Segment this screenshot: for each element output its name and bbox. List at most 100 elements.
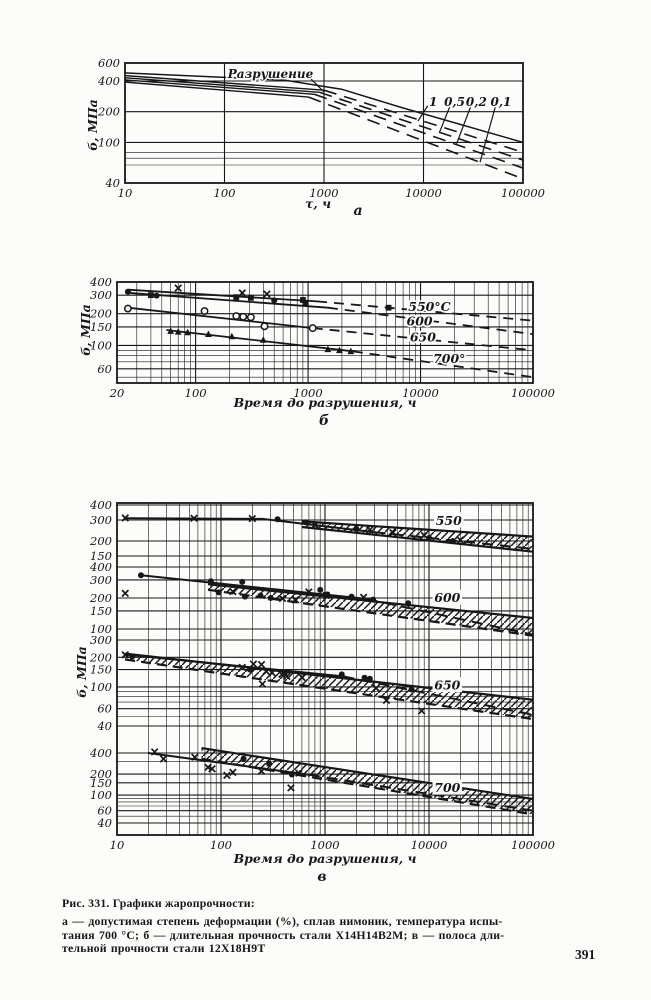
series-line-solid — [125, 74, 325, 91]
series-line-dashed — [323, 89, 523, 154]
marker-dot — [153, 292, 160, 299]
hatch-band — [208, 584, 533, 636]
caption-title: Рис. 331. Графики жаропрочности: — [62, 896, 255, 910]
series-line-solid — [148, 752, 310, 776]
y-tick-label: 200 — [89, 767, 112, 781]
marker-dot — [266, 760, 273, 767]
marker-x — [311, 521, 319, 529]
series-line-dashed — [308, 773, 533, 812]
hatch-band — [201, 748, 533, 815]
marker-x — [305, 588, 313, 596]
series-layer: 550 600 650 700 — [121, 512, 533, 816]
annotation-leader — [417, 105, 429, 122]
marker-square — [233, 294, 240, 301]
x-tick-label: 1000 — [293, 386, 322, 400]
series-label: 650 — [410, 329, 436, 344]
x-tick-label: 20 — [109, 386, 125, 400]
marker-circle — [200, 307, 209, 316]
series-line-dashed — [327, 306, 533, 335]
panel-label: в — [317, 869, 326, 885]
marker-triangle — [324, 345, 332, 353]
y-tick-label: 300 — [90, 513, 112, 527]
marker-dot — [274, 516, 281, 523]
chart-a-allowable-deformation-nimonic: 600 400 200 100 40 Разрушение 1 0,5 0,2 0,1 10 100 1… — [85, 56, 545, 219]
series-line-solid — [125, 72, 523, 144]
x-tick-label: 100000 — [511, 838, 555, 852]
series-label: 650 — [434, 678, 460, 693]
y-tick-label: 600 — [98, 56, 120, 70]
series-layer — [125, 72, 523, 180]
annotation-leader — [308, 76, 325, 93]
y-tick-label: 100 — [90, 338, 112, 352]
marker-dot — [267, 595, 274, 601]
marker-dot — [338, 671, 345, 678]
series-label-box — [432, 677, 463, 693]
annotation-leader — [438, 105, 451, 133]
marker-x — [229, 587, 237, 596]
series-line-solid — [125, 79, 315, 95]
marker-x — [382, 696, 391, 705]
marker-dot — [271, 297, 278, 304]
marker-x — [121, 514, 130, 522]
marker-x — [268, 669, 276, 677]
marker-circle — [308, 324, 317, 333]
y-tick-label: 40 — [96, 719, 112, 733]
series-line-solid — [125, 81, 309, 98]
caption-line: а — допустимая степень деформации (%), с… — [62, 913, 503, 928]
marker-x — [278, 594, 287, 603]
y-axis-title: б, МПа — [74, 646, 89, 697]
y-axis-title: б, МПа — [85, 99, 100, 150]
marker-dot — [246, 666, 253, 673]
marker-x — [248, 514, 257, 523]
marker-dot — [426, 535, 432, 542]
marker-dot — [317, 586, 324, 593]
x-tick-label: 1000 — [309, 186, 338, 200]
series-line-dashed — [319, 91, 523, 161]
figure-caption: Рис. 331. Графики жаропрочности: а — доп… — [62, 896, 577, 956]
marker-x — [456, 536, 465, 544]
series-line-solid — [125, 653, 344, 678]
marker-x — [359, 593, 368, 602]
y-tick-label: 200 — [89, 307, 112, 321]
y-tick-label: 400 — [89, 498, 112, 512]
marker-x — [257, 660, 266, 669]
y-tick-label: 100 — [90, 622, 112, 636]
y-tick-label: 150 — [90, 320, 112, 334]
x-axis-title: τ, ч — [305, 196, 331, 211]
marker-square — [302, 300, 309, 307]
series-line-solid — [125, 77, 320, 93]
series-label: 600 — [407, 314, 433, 329]
marker-dot — [207, 578, 214, 585]
y-tick-label: 60 — [97, 362, 112, 376]
marker-triangle — [174, 328, 182, 335]
caption-line: тания 700 °С; б — длительная прочность с… — [62, 927, 505, 942]
marker-dot — [288, 771, 295, 778]
marker-x — [262, 667, 270, 676]
y-tick-label: 400 — [97, 74, 120, 88]
annotation-label: 1 — [429, 95, 437, 109]
marker-x — [298, 673, 306, 682]
y-tick-label: 60 — [97, 804, 112, 818]
marker-dot — [215, 589, 222, 596]
y-tick-label: 400 — [89, 275, 112, 289]
marker-circle — [239, 312, 248, 321]
hatch-band-upper-edge — [201, 747, 533, 801]
marker-dot — [361, 674, 368, 681]
marker-square — [385, 304, 392, 311]
marker-dot — [240, 755, 247, 762]
x-tick-label: 100000 — [511, 386, 555, 400]
x-tick-label: 100000 — [501, 186, 545, 200]
marker-x — [258, 680, 267, 688]
y-tick-label: 200 — [97, 105, 120, 119]
series-line-solid — [127, 291, 328, 309]
series-line-solid — [166, 329, 353, 353]
series-line-solid — [127, 306, 313, 329]
marker-dot — [257, 592, 264, 599]
y-tick-label: 40 — [96, 816, 112, 830]
plot-frame — [116, 281, 534, 384]
marker-x — [174, 284, 182, 292]
series-line-dashed — [316, 300, 533, 322]
y-tick-label: 100 — [90, 788, 112, 802]
series-label: 550°C — [408, 299, 450, 314]
panel-label: а — [353, 203, 362, 219]
